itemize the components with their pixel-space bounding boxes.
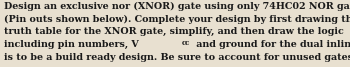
Text: cc: cc — [182, 39, 190, 47]
Text: is to be a build ready design. Be sure to account for unused gates.: is to be a build ready design. Be sure t… — [4, 53, 350, 62]
Text: (Pin outs shown below). Complete your design by first drawing the: (Pin outs shown below). Complete your de… — [4, 15, 350, 24]
Text: and ground for the dual inline package. This: and ground for the dual inline package. … — [193, 40, 350, 49]
Text: Design an exclusive nor (XNOR) gate using only 74HC02 NOR gates.: Design an exclusive nor (XNOR) gate usin… — [4, 2, 350, 11]
Text: including pin numbers, V: including pin numbers, V — [4, 40, 139, 49]
Text: truth table for the XNOR gate, simplify, and then draw the logic: truth table for the XNOR gate, simplify,… — [4, 27, 344, 37]
